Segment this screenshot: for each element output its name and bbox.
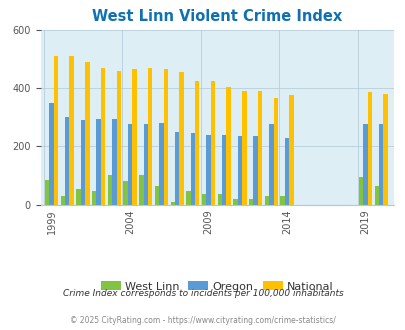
Bar bbox=[217, 194, 222, 205]
Bar bbox=[45, 180, 49, 205]
Bar bbox=[257, 91, 262, 205]
Bar bbox=[170, 202, 175, 205]
Text: © 2025 CityRating.com - https://www.cityrating.com/crime-statistics/: © 2025 CityRating.com - https://www.city… bbox=[70, 315, 335, 325]
Bar bbox=[194, 81, 199, 205]
Bar bbox=[210, 81, 215, 205]
Bar bbox=[233, 199, 237, 205]
Bar bbox=[139, 176, 143, 205]
Bar bbox=[85, 62, 90, 205]
Bar bbox=[288, 95, 293, 205]
Bar bbox=[81, 120, 85, 205]
Bar bbox=[264, 196, 269, 205]
Bar bbox=[163, 69, 168, 205]
Bar bbox=[76, 188, 81, 205]
Bar bbox=[49, 103, 53, 205]
Text: Crime Index corresponds to incidents per 100,000 inhabitants: Crime Index corresponds to incidents per… bbox=[62, 289, 343, 298]
Bar bbox=[269, 124, 273, 205]
Title: West Linn Violent Crime Index: West Linn Violent Crime Index bbox=[92, 9, 341, 24]
Bar bbox=[175, 132, 179, 205]
Bar bbox=[107, 176, 112, 205]
Bar bbox=[358, 177, 362, 205]
Bar bbox=[378, 123, 382, 205]
Bar bbox=[186, 191, 190, 205]
Bar bbox=[60, 196, 65, 205]
Bar bbox=[273, 98, 277, 205]
Bar bbox=[382, 94, 387, 205]
Bar bbox=[96, 118, 100, 205]
Bar bbox=[159, 123, 163, 205]
Bar bbox=[100, 68, 105, 205]
Bar bbox=[143, 124, 147, 205]
Bar bbox=[154, 186, 159, 205]
Bar bbox=[241, 91, 246, 205]
Bar bbox=[65, 117, 69, 205]
Bar bbox=[116, 71, 121, 205]
Bar bbox=[280, 196, 284, 205]
Bar bbox=[367, 92, 371, 205]
Bar bbox=[226, 86, 230, 205]
Bar bbox=[69, 56, 74, 205]
Bar bbox=[190, 133, 194, 205]
Bar bbox=[128, 124, 132, 205]
Legend: West Linn, Oregon, National: West Linn, Oregon, National bbox=[96, 277, 337, 296]
Bar bbox=[179, 72, 183, 205]
Bar bbox=[374, 186, 378, 205]
Bar bbox=[237, 136, 241, 205]
Bar bbox=[53, 56, 58, 205]
Bar bbox=[92, 191, 96, 205]
Bar bbox=[206, 135, 210, 205]
Bar bbox=[222, 135, 226, 205]
Bar bbox=[248, 199, 253, 205]
Bar bbox=[147, 68, 152, 205]
Bar bbox=[362, 124, 367, 205]
Bar bbox=[132, 69, 136, 205]
Bar bbox=[253, 136, 257, 205]
Bar bbox=[123, 181, 128, 205]
Bar bbox=[284, 138, 288, 205]
Bar bbox=[112, 118, 116, 205]
Bar bbox=[201, 194, 206, 205]
